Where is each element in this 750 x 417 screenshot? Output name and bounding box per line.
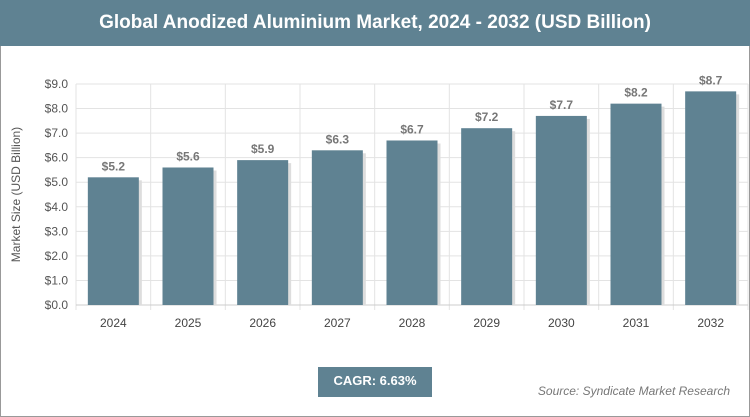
bar-2030 <box>535 115 587 305</box>
x-tick-label: 2029 <box>473 316 500 330</box>
y-tick-label: $9.0 <box>45 77 69 91</box>
y-tick-label: $0.0 <box>45 298 69 312</box>
y-axis-label: Market Size (USD Billion) <box>9 127 23 262</box>
data-label: $6.7 <box>400 122 424 136</box>
y-tick-label: $5.0 <box>45 175 69 189</box>
data-label: $6.3 <box>326 132 350 146</box>
x-tick-label: 2025 <box>175 316 202 330</box>
bar-2024 <box>87 177 139 305</box>
x-tick-label: 2024 <box>100 316 127 330</box>
data-label: $8.2 <box>624 86 648 100</box>
bar-2032 <box>685 91 737 305</box>
chart-title: Global Anodized Aluminium Market, 2024 -… <box>0 0 750 46</box>
y-tick-label: $1.0 <box>45 273 69 287</box>
y-tick-label: $6.0 <box>45 151 69 165</box>
bar-2031 <box>610 103 662 306</box>
data-label: $5.2 <box>102 159 126 173</box>
data-label: $7.7 <box>550 98 574 112</box>
x-tick-label: 2027 <box>324 316 351 330</box>
x-tick-label: 2032 <box>697 316 724 330</box>
x-tick-label: 2026 <box>249 316 276 330</box>
y-tick-label: $4.0 <box>45 200 69 214</box>
bar-2028 <box>386 140 438 305</box>
bar-2026 <box>237 160 289 305</box>
bar-2025 <box>162 167 214 305</box>
y-tick-label: $2.0 <box>45 249 69 263</box>
bar-2027 <box>311 150 363 305</box>
cagr-badge: CAGR: 6.63% <box>318 367 432 397</box>
y-tick-label: $7.0 <box>45 126 69 140</box>
data-label: $5.6 <box>176 149 200 163</box>
x-tick-label: 2030 <box>548 316 575 330</box>
y-tick-label: $3.0 <box>45 224 69 238</box>
source-note: Source: Syndicate Market Research <box>537 384 730 398</box>
bar-2029 <box>461 128 513 305</box>
data-label: $8.7 <box>699 73 723 87</box>
y-tick-label: $8.0 <box>45 102 69 116</box>
x-tick-label: 2028 <box>399 316 426 330</box>
data-label: $5.9 <box>251 142 275 156</box>
x-tick-label: 2031 <box>623 316 650 330</box>
data-label: $7.2 <box>475 110 499 124</box>
